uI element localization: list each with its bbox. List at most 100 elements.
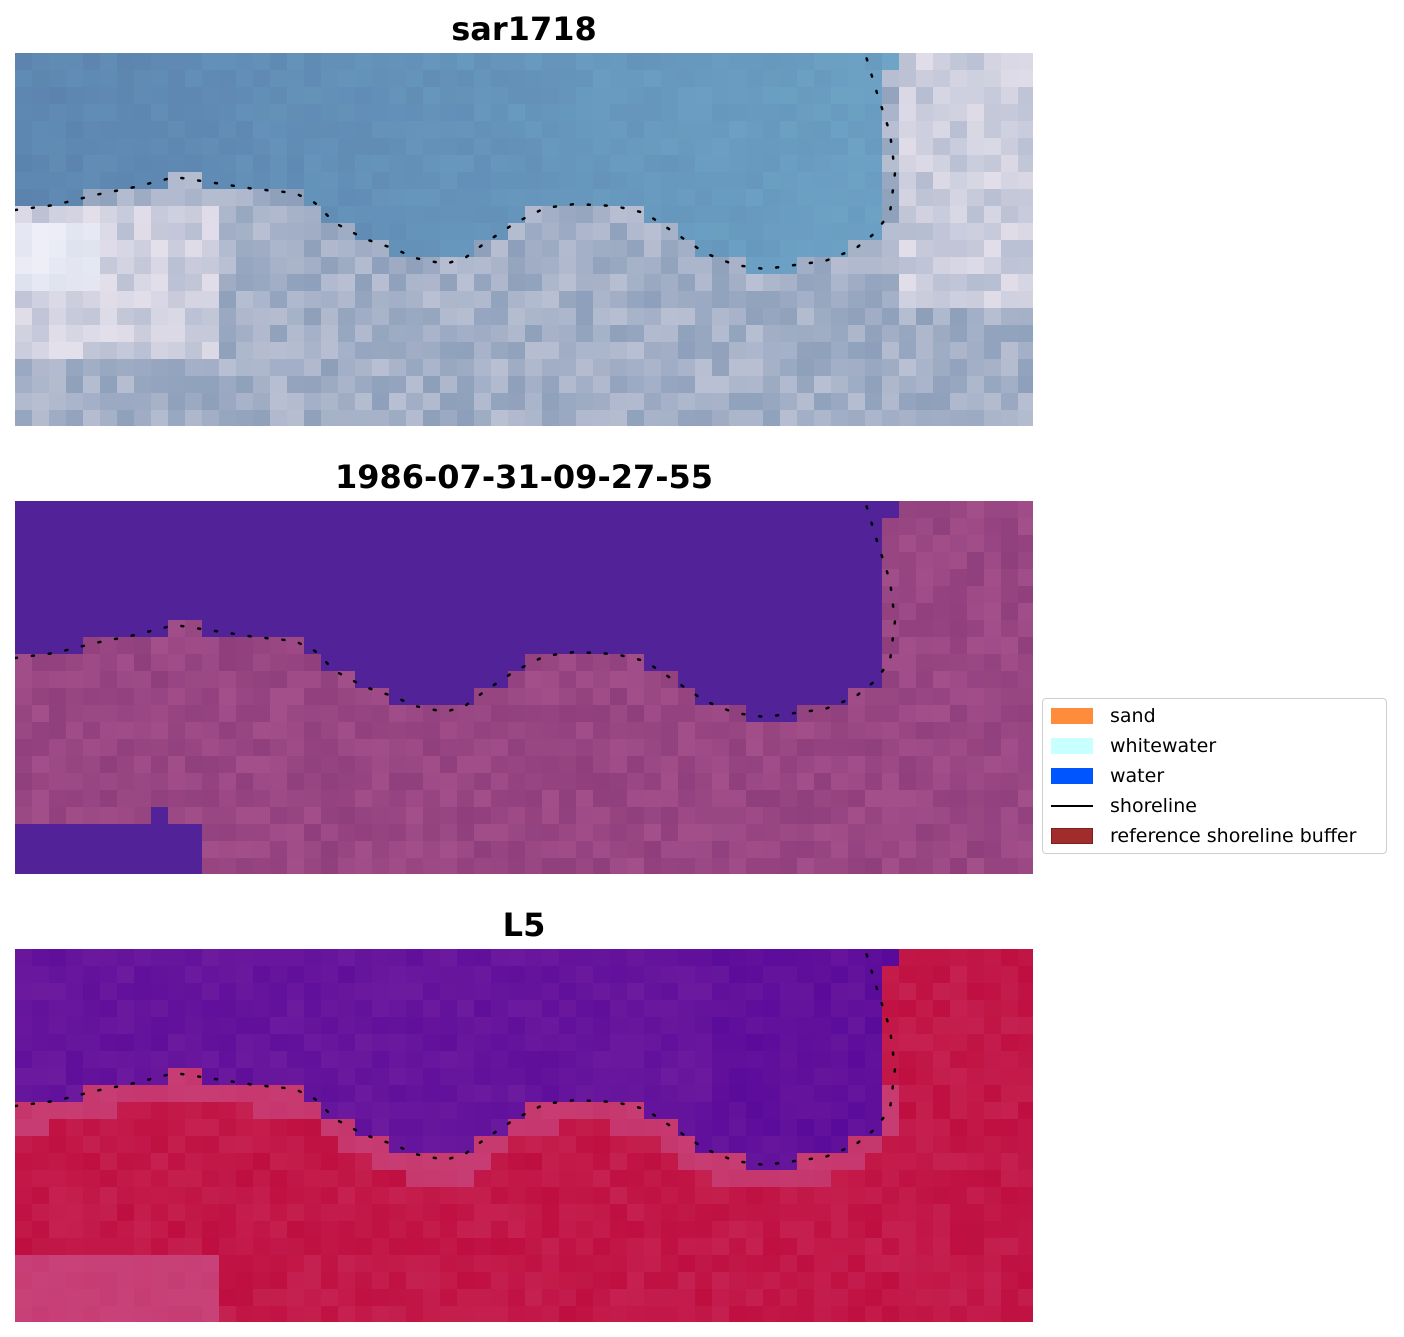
image-pixel	[763, 949, 781, 967]
image-pixel	[151, 87, 169, 105]
image-pixel	[236, 1289, 254, 1307]
image-pixel	[168, 1051, 186, 1069]
sand-swatch	[1051, 708, 1093, 724]
image-pixel	[236, 1306, 254, 1322]
image-pixel	[321, 773, 339, 791]
image-pixel	[83, 569, 101, 587]
image-pixel	[236, 518, 254, 536]
image-pixel	[270, 586, 288, 604]
image-pixel	[627, 1085, 645, 1103]
image-pixel	[576, 1085, 594, 1103]
image-pixel	[372, 966, 390, 984]
image-pixel	[661, 620, 679, 638]
image-pixel	[610, 1306, 628, 1322]
image-pixel	[559, 1255, 577, 1273]
image-pixel	[355, 705, 373, 723]
image-pixel	[780, 1017, 798, 1035]
image-pixel	[916, 291, 934, 309]
image-pixel	[474, 518, 492, 536]
image-pixel	[746, 308, 764, 326]
image-pixel	[491, 274, 509, 292]
image-pixel	[236, 87, 254, 105]
image-pixel	[508, 1034, 526, 1052]
image-pixel	[457, 1306, 475, 1322]
image-pixel	[355, 773, 373, 791]
image-pixel	[117, 756, 135, 774]
image-pixel	[644, 393, 662, 411]
image-pixel	[797, 552, 815, 570]
image-pixel	[729, 501, 747, 519]
image-pixel	[984, 688, 1002, 706]
image-pixel	[780, 53, 798, 71]
image-pixel	[457, 1289, 475, 1307]
image-pixel	[83, 393, 101, 411]
image-pixel	[678, 756, 696, 774]
image-pixel	[440, 1000, 458, 1018]
image-pixel	[848, 671, 866, 689]
image-pixel	[984, 1017, 1002, 1035]
image-pixel	[406, 790, 424, 808]
image-pixel	[729, 240, 747, 258]
image-pixel	[151, 1153, 169, 1171]
image-pixel	[967, 393, 985, 411]
image-pixel	[321, 1136, 339, 1154]
image-pixel	[712, 342, 730, 360]
image-pixel	[372, 705, 390, 723]
image-pixel	[15, 138, 33, 156]
image-pixel	[729, 1034, 747, 1052]
image-pixel	[967, 841, 985, 859]
image-pixel	[712, 983, 730, 1001]
image-pixel	[134, 376, 152, 394]
image-pixel	[882, 1153, 900, 1171]
image-pixel	[15, 637, 33, 655]
image-pixel	[185, 949, 203, 967]
image-pixel	[287, 206, 305, 224]
image-pixel	[440, 841, 458, 859]
image-pixel	[389, 291, 407, 309]
image-pixel	[321, 1102, 339, 1120]
image-pixel	[712, 410, 730, 426]
image-pixel	[372, 1306, 390, 1322]
image-pixel	[389, 1000, 407, 1018]
image-pixel	[746, 1068, 764, 1086]
image-pixel	[508, 637, 526, 655]
image-pixel	[525, 966, 543, 984]
image-pixel	[49, 1153, 67, 1171]
image-pixel	[678, 70, 696, 88]
image-pixel	[576, 1238, 594, 1256]
image-pixel	[117, 189, 135, 207]
image-pixel	[967, 223, 985, 241]
image-pixel	[712, 586, 730, 604]
image-pixel	[270, 206, 288, 224]
image-pixel	[321, 189, 339, 207]
image-pixel	[151, 705, 169, 723]
image-pixel	[610, 1238, 628, 1256]
image-pixel	[287, 1238, 305, 1256]
image-pixel	[610, 325, 628, 343]
image-pixel	[117, 1289, 135, 1307]
image-pixel	[916, 620, 934, 638]
image-pixel	[729, 1051, 747, 1069]
image-pixel	[933, 325, 951, 343]
image-pixel	[423, 552, 441, 570]
image-pixel	[848, 586, 866, 604]
image-pixel	[797, 790, 815, 808]
image-pixel	[117, 223, 135, 241]
image-pixel	[899, 722, 917, 740]
image-pixel	[984, 983, 1002, 1001]
image-pixel	[848, 688, 866, 706]
image-pixel	[355, 586, 373, 604]
image-pixel	[253, 393, 271, 411]
image-pixel	[117, 1068, 135, 1086]
image-pixel	[185, 291, 203, 309]
image-pixel	[712, 53, 730, 71]
image-pixel	[168, 53, 186, 71]
image-pixel	[865, 393, 883, 411]
image-pixel	[1018, 1187, 1033, 1205]
image-pixel	[576, 87, 594, 105]
image-pixel	[593, 1238, 611, 1256]
image-pixel	[236, 1170, 254, 1188]
image-pixel	[763, 1000, 781, 1018]
image-pixel	[916, 53, 934, 71]
image-pixel	[542, 1136, 560, 1154]
